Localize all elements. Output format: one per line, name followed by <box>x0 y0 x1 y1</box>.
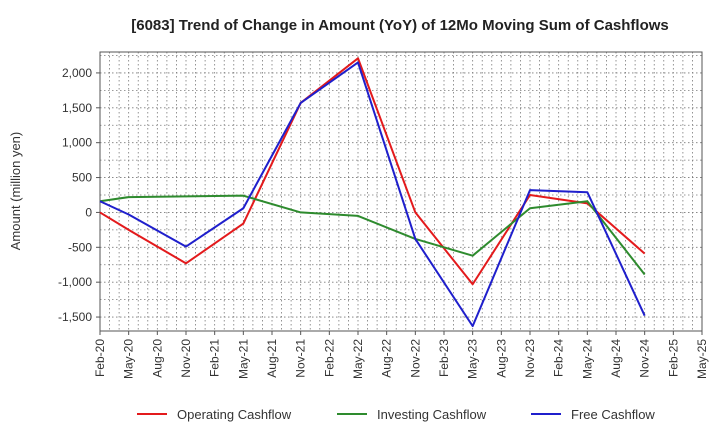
series-layer <box>99 57 646 328</box>
x-tick-label: Feb-24 <box>552 339 566 377</box>
x-tick-label: Feb-20 <box>93 339 107 377</box>
legend: Operating Cashflow Investing Cashflow Free… <box>137 407 655 422</box>
free-cashflow-line <box>99 61 646 328</box>
x-tick-labels: Feb-20 May-20 Aug-20 Nov-20 Feb-21 May-21 Aug-… <box>93 331 709 379</box>
x-tick-label: Nov-21 <box>294 339 308 378</box>
plot-frame <box>99 51 703 332</box>
legend-label-free-cashflow: Free Cashflow <box>571 407 655 422</box>
y-tick-label: -1,500 <box>58 310 92 324</box>
y-tick-label: 1,000 <box>62 136 92 150</box>
x-tick-label: May-25 <box>695 339 709 379</box>
x-tick-label: Nov-20 <box>179 339 193 378</box>
x-tick-label: Aug-23 <box>494 339 508 378</box>
x-tick-label: Feb-25 <box>666 339 680 377</box>
x-tick-label: Aug-21 <box>265 339 279 378</box>
x-tick-label: May-24 <box>580 339 594 379</box>
y-tick-labels: 2,000 1,500 1,000 500 0 -500 -1,000 -1,500 <box>58 66 100 324</box>
x-tick-label: Aug-20 <box>150 339 164 378</box>
x-tick-label: Feb-21 <box>208 339 222 377</box>
legend-label-operating-cashflow: Operating Cashflow <box>177 407 292 422</box>
x-tick-label: May-23 <box>466 339 480 379</box>
x-tick-label: Aug-24 <box>609 339 623 378</box>
x-tick-label: Nov-24 <box>638 339 652 378</box>
y-tick-label: 1,500 <box>62 101 92 115</box>
y-tick-label: 500 <box>72 171 92 185</box>
x-tick-label: May-21 <box>236 339 250 379</box>
x-tick-label: May-20 <box>122 339 136 379</box>
operating-cashflow-line <box>99 57 646 286</box>
x-tick-label: Feb-22 <box>322 339 336 377</box>
y-tick-label: 2,000 <box>62 66 92 80</box>
y-axis-label: Amount (million yen) <box>8 132 23 251</box>
y-tick-label: -1,000 <box>58 275 92 289</box>
y-tick-label: 0 <box>85 205 92 219</box>
y-tick-label: -500 <box>68 240 92 254</box>
x-tick-label: Nov-23 <box>523 339 537 378</box>
x-tick-label: May-22 <box>351 339 365 379</box>
investing-cashflow-line <box>99 194 646 276</box>
x-tick-label: Feb-23 <box>437 339 451 377</box>
x-tick-label: Nov-22 <box>408 339 422 378</box>
chart-title: [6083] Trend of Change in Amount (YoY) o… <box>131 17 669 34</box>
legend-label-investing-cashflow: Investing Cashflow <box>377 407 487 422</box>
x-tick-label: Aug-22 <box>380 339 394 378</box>
grid-layer <box>100 52 702 331</box>
